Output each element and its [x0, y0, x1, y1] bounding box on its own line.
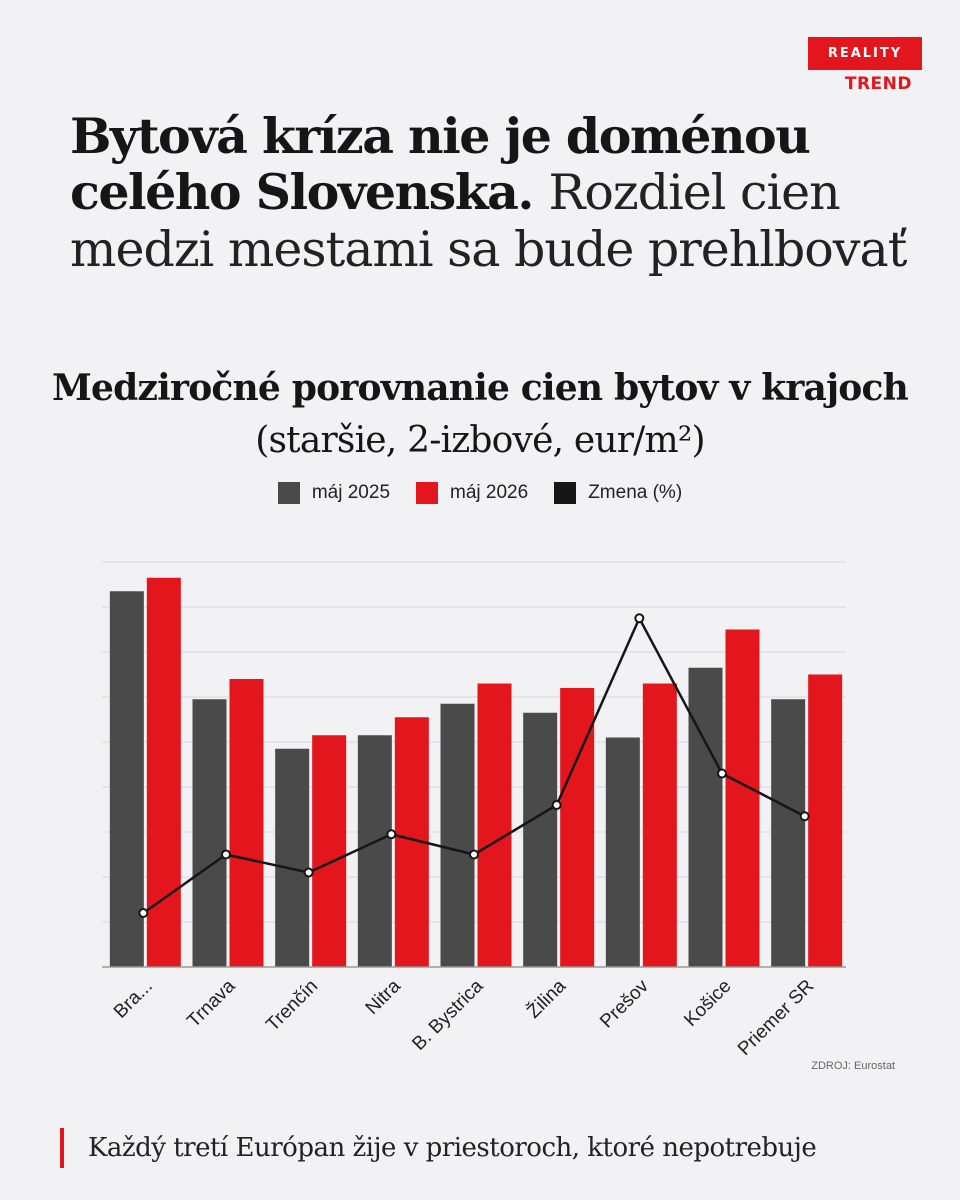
change-point: [221, 849, 231, 860]
legend-swatch-2026: [416, 482, 439, 504]
bar-2026: [642, 683, 677, 967]
bar-2025: [523, 712, 558, 967]
bar-2026: [477, 683, 512, 967]
source-note: ZDROJ: Eurostat: [811, 1060, 895, 1072]
change-point: [717, 768, 727, 779]
chart-title-bold: Medziročné porovnanie cien bytov v krajo…: [51, 367, 909, 409]
chart-legend: máj 2025 máj 2026 Zmena (%): [0, 482, 960, 504]
chart-title-light: (staršie, 2-izbové, eur/m²): [255, 420, 705, 461]
bar-2025: [440, 703, 475, 967]
x-tick-label: B. Bystrica: [408, 975, 487, 1054]
x-tick-label: Bra...: [110, 976, 157, 1023]
x-tick-label: Trenčín: [262, 976, 322, 1036]
footer-teaser[interactable]: Každý tretí Európan žije v priestoroch, …: [60, 1128, 817, 1168]
legend-item-2025: máj 2025: [277, 482, 391, 504]
change-point: [551, 800, 562, 810]
legend-item-2026: máj 2026: [416, 482, 528, 504]
change-point: [469, 849, 479, 860]
bar-2026: [312, 735, 347, 967]
bar-2025: [605, 737, 640, 967]
change-point: [303, 867, 314, 878]
chart-title: Medziročné porovnanie cien bytov v krajo…: [0, 362, 960, 467]
x-tick-label: Trnava: [183, 975, 239, 1031]
legend-item-change: Zmena (%): [554, 482, 682, 504]
x-tick-label: Nitra: [362, 975, 406, 1019]
bar-2025: [688, 667, 723, 967]
x-tick-label: Žilina: [523, 975, 571, 1023]
change-point: [138, 908, 149, 918]
legend-swatch-2025: [277, 482, 300, 504]
headline-light: Rozdiel cien medzi mestami sa bude prehl…: [70, 164, 907, 278]
change-point: [634, 613, 645, 624]
page-headline: Bytová kríza nie je doménou celého Slove…: [70, 108, 930, 278]
brand-logo-bottom: TREND: [844, 74, 912, 94]
legend-label-2026: máj 2026: [450, 482, 529, 503]
x-tick-label: Priemer SR: [734, 976, 818, 1060]
bar-2025: [357, 735, 392, 967]
change-point: [799, 811, 810, 822]
bar-2026: [229, 679, 264, 967]
legend-label-change: Zmena (%): [588, 482, 683, 503]
x-tick-label: Prešov: [596, 975, 653, 1032]
legend-swatch-change: [554, 482, 577, 504]
bar-2026: [146, 577, 181, 967]
x-tick-label: Košice: [680, 976, 735, 1031]
bar-2025: [109, 591, 144, 967]
bar-2026: [725, 629, 760, 967]
bar-2026: [808, 674, 843, 967]
brand-logo: REALITY TREND: [808, 37, 922, 94]
bar-2025: [192, 699, 227, 967]
bar-2025: [275, 748, 310, 967]
bar-line-chart: Bra... Trnava Trenčín Nitra B. Bystrica Žilin…: [102, 561, 846, 1060]
brand-logo-top: REALITY: [808, 37, 922, 70]
bar-2025: [771, 699, 806, 967]
change-point: [386, 829, 397, 840]
legend-label-2025: máj 2025: [311, 482, 391, 503]
headline-bold: Bytová kríza nie je doménou celého Slove…: [70, 107, 811, 221]
